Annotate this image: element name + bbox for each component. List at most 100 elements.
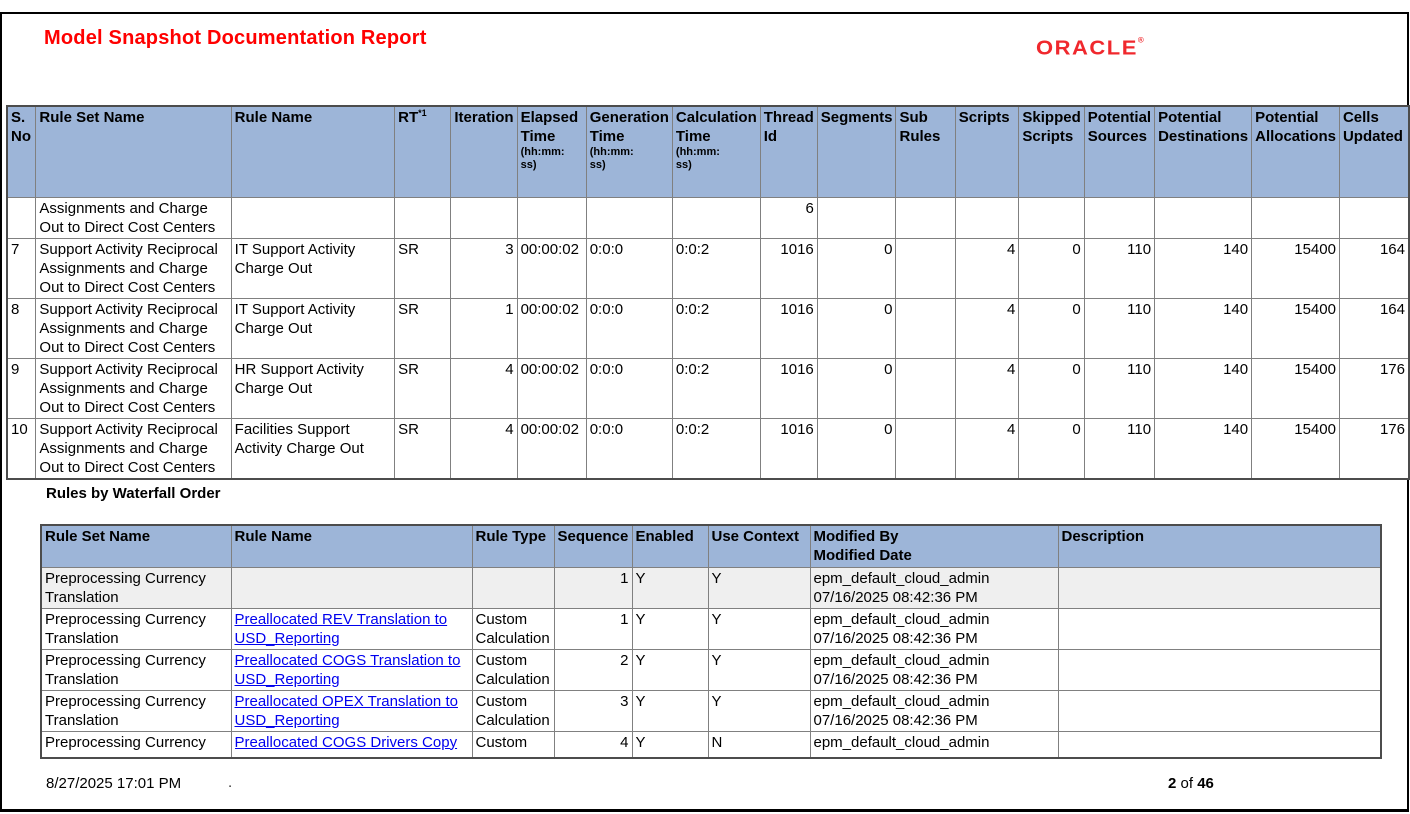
clipped-cell-content: Preprocessing Currency — [45, 733, 206, 751]
table-cell — [1057, 730, 1382, 759]
table-cell: SR — [394, 417, 452, 479]
table-cell — [895, 237, 956, 299]
table-cell: 140 — [1154, 297, 1253, 359]
table-cell: 0 — [1018, 417, 1085, 479]
table-cell: epm_default_cloud_admin 07/16/2025 08:42… — [809, 648, 1059, 691]
table-cell: 164 — [1338, 297, 1410, 359]
table-cell: Preallocated COGS Translation to USD_Rep… — [230, 648, 473, 691]
column-header: Sequence — [553, 524, 633, 568]
table-cell: 140 — [1154, 237, 1253, 299]
table-cell: Preprocessing Currency Translation — [40, 607, 232, 650]
table-cell: 15400 — [1251, 357, 1340, 419]
column-header-label: Potential Destinations — [1158, 109, 1249, 145]
table-row: Preprocessing Currency Translation Preall… — [40, 607, 1382, 650]
table-cell: 00:00:02 — [516, 297, 587, 359]
table-cell — [1057, 648, 1382, 691]
table-cell: N — [707, 730, 811, 759]
table-cell: SR — [394, 357, 452, 419]
clipped-cell-content: Preallocated COGS Drivers Copy — [235, 733, 469, 752]
column-header: Thread Id — [759, 105, 818, 198]
column-header: Rule Name — [230, 105, 396, 198]
table-row: Preprocessing Currency Translation Preall… — [40, 648, 1382, 691]
table-cell: 3 — [450, 237, 518, 299]
table-cell — [1083, 196, 1156, 239]
table-cell: 4 — [954, 297, 1020, 359]
table-cell — [1018, 196, 1085, 239]
clipped-cell-content: Y — [635, 733, 646, 751]
table-cell: HR Support Activity Charge Out — [230, 357, 396, 419]
table-cell — [394, 196, 452, 239]
table-cell: 1016 — [759, 417, 818, 479]
footer-total-pages: 46 — [1197, 775, 1214, 792]
table-cell: 7 — [6, 237, 37, 299]
table-cell: 0 — [1018, 297, 1085, 359]
column-header: Generation Time (hh:mm:ss) — [585, 105, 673, 198]
table-cell: 4 — [954, 237, 1020, 299]
table-cell: Support Activity Reciprocal Assignments … — [35, 357, 232, 419]
rule-link[interactable]: Preallocated OPEX Translation to USD_Rep… — [234, 692, 458, 729]
column-header-label: Segments — [820, 109, 893, 126]
table-cell: Y — [631, 607, 709, 650]
column-header: Use Context — [707, 524, 811, 568]
table-cell: 1016 — [759, 357, 818, 419]
table-cell: 0:0:0 — [585, 297, 673, 359]
table-cell — [450, 196, 518, 239]
header-row: Rule Set Name Rule Name Rule Type Sequence E… — [40, 524, 1382, 568]
column-header: Description — [1057, 524, 1382, 568]
table-cell: Custom Calculation — [471, 648, 555, 691]
table-row: Preprocessing Currency Translation Preall… — [40, 689, 1382, 732]
table-cell: Support Activity Reciprocal Assignments … — [35, 237, 232, 299]
footer-current-page: 2 — [1168, 775, 1177, 792]
clipped-cell-content: N — [711, 733, 723, 751]
table-cell: Y — [631, 730, 709, 759]
table-cell: 140 — [1154, 417, 1253, 479]
table-cell: 0 — [816, 297, 897, 359]
column-header: Enabled — [631, 524, 709, 568]
footnote-marker: *1 — [418, 108, 427, 118]
table-cell — [816, 196, 897, 239]
table-cell: 164 — [1338, 237, 1410, 299]
table-cell: Y — [631, 648, 709, 691]
table-row: 9 Support Activity Reciprocal Assignments… — [6, 357, 1410, 419]
column-header: Elapsed Time (hh:mm:ss) — [516, 105, 587, 198]
table-cell — [671, 196, 761, 239]
table-cell: 15400 — [1251, 417, 1340, 479]
table-cell — [585, 196, 673, 239]
table-cell: Y — [631, 566, 709, 609]
table-cell: 00:00:02 — [516, 417, 587, 479]
column-header: Skipped Scripts — [1018, 105, 1085, 198]
table-cell: Facilities Support Activity Charge Out — [230, 417, 396, 479]
table-cell — [895, 297, 956, 359]
table-cell: 0:0:0 — [585, 417, 673, 479]
column-header-unit: (hh:mm:ss) — [520, 146, 565, 171]
column-header-label: Sub Rules — [899, 109, 941, 145]
column-header: Iteration — [450, 105, 518, 198]
rule-link[interactable]: Preallocated COGS Translation to USD_Rep… — [234, 651, 461, 688]
rule-link[interactable]: Preallocated COGS Drivers Copy — [234, 733, 458, 751]
footer-of-label: of — [1180, 775, 1194, 792]
table-cell: Preprocessing Currency — [40, 730, 232, 759]
table-cell: Support Activity Reciprocal Assignments … — [35, 417, 232, 479]
table-cell: 10 — [6, 417, 37, 479]
table-cell: 1 — [553, 566, 633, 609]
column-header-label: S. No — [11, 109, 31, 145]
table-cell: 15400 — [1251, 297, 1340, 359]
column-header: Modified By Modified Date — [809, 524, 1059, 568]
footer-generated-datetime: 8/27/2025 17:01 PM — [46, 775, 182, 792]
rule-link[interactable]: Preallocated REV Translation to USD_Repo… — [234, 610, 448, 647]
table-row: 8 Support Activity Reciprocal Assignments… — [6, 297, 1410, 359]
table-cell: 140 — [1154, 357, 1253, 419]
table-cell: 110 — [1083, 417, 1156, 479]
table-cell: SR — [394, 297, 452, 359]
table-cell: 8 — [6, 297, 37, 359]
table-cell: epm_default_cloud_admin 07/16/2025 08:42… — [809, 607, 1059, 650]
column-header: Potential Allocations — [1251, 105, 1340, 198]
table-cell: epm_default_cloud_admin 07/16/2025 08:42… — [809, 689, 1059, 732]
table-cell: 0:0:0 — [585, 237, 673, 299]
table-cell: 0 — [1018, 357, 1085, 419]
footer-stray-dot: . — [228, 774, 233, 791]
table-cell: 0 — [816, 237, 897, 299]
table-row: Preprocessing Currency Preallocated COGS … — [40, 730, 1382, 759]
table-row: Assignments and Charge Out to Direct Cos… — [6, 196, 1410, 239]
table-cell — [230, 566, 473, 609]
